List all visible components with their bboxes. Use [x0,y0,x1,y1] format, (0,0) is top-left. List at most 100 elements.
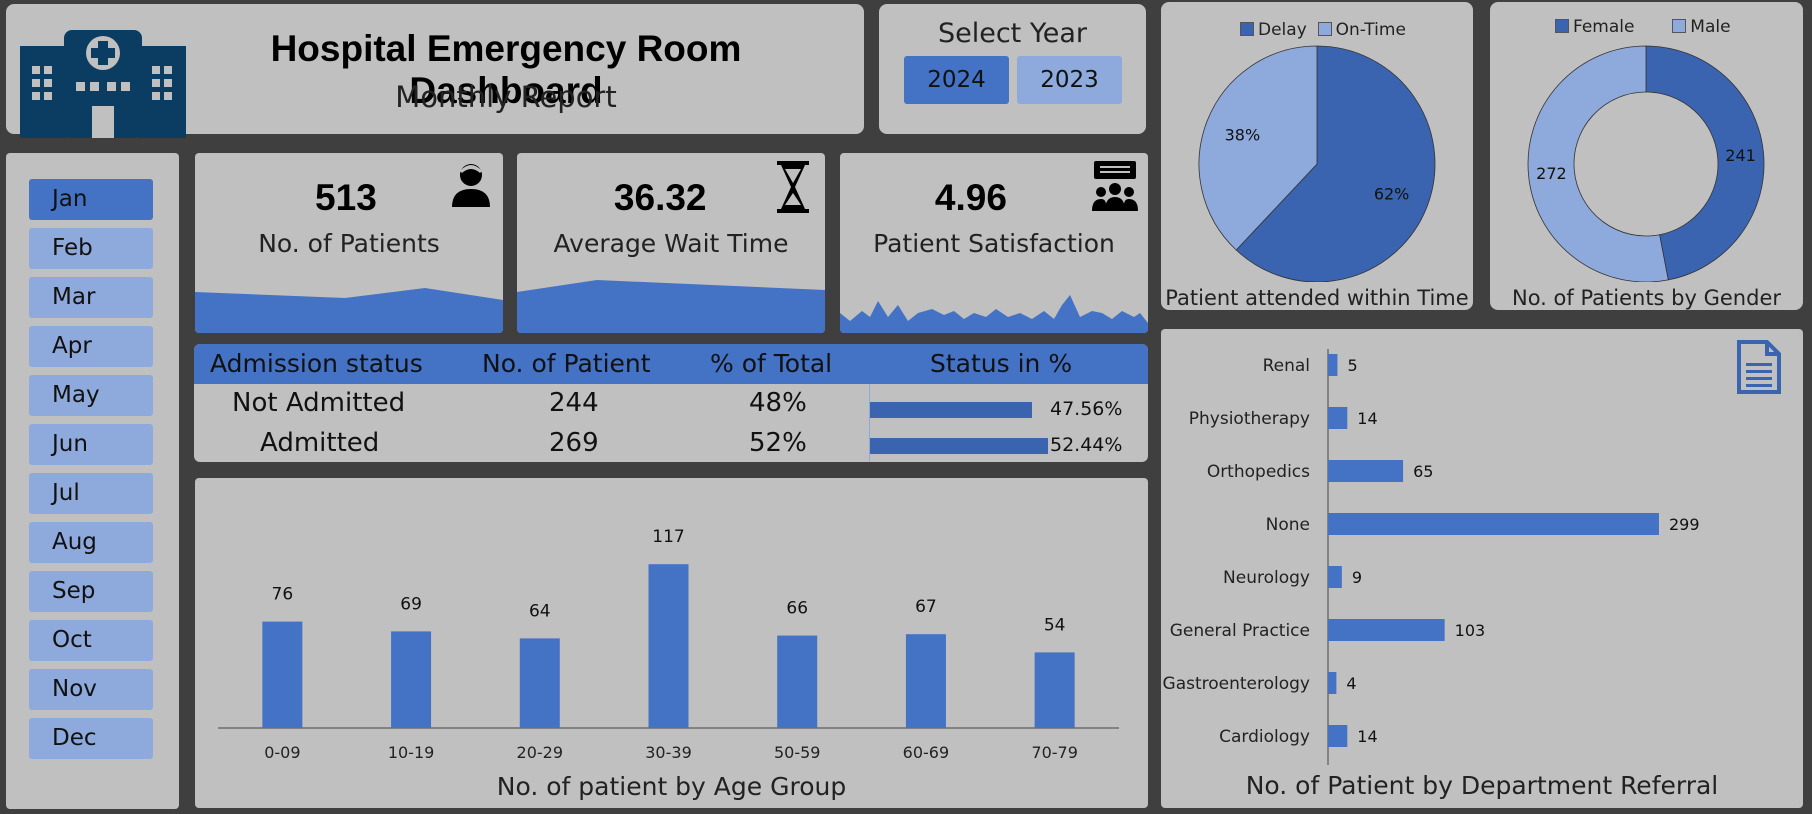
age-tick-label-10-19: 10-19 [388,743,435,762]
kpi-satisfaction-sparkline [840,295,1148,333]
department-value-none: 299 [1669,515,1700,534]
kpi-satisfaction-card: 4.96 Patient Satisfaction [840,153,1148,333]
row-0-pct: 48% [749,388,807,418]
kpi-satisfaction-value: 4.96 [934,177,1007,218]
row-1-databar-label: 52.44% [1050,434,1123,456]
month-button-may[interactable]: May [29,375,153,416]
department-label-physiotherapy: Physiotherapy [1189,409,1310,429]
attended-slice-delay [1235,45,1436,282]
kpi-wait-sparkline [517,280,825,333]
year-button-2024[interactable]: 2024 [904,56,1009,104]
legend-swatch-male [1672,19,1687,33]
department-bar-general-practice [1328,619,1445,641]
department-value-renal: 5 [1347,356,1357,375]
column-header-pct: % of Total [710,349,833,378]
age-group-chart-panel: 76 0-09 69 10-19 64 20-29 117 30-39 66 50-59 67 60-… [195,478,1148,808]
month-button-mar[interactable]: Mar [29,277,153,318]
age-bar-label-60-69: 67 [915,597,937,617]
month-button-aug[interactable]: Aug [29,522,153,563]
legend-label-male: Male [1690,17,1731,37]
department-bar-orthopedics [1328,460,1404,482]
age-bar-50-59 [777,635,818,728]
column-header-count: No. of Patient [482,349,651,378]
age-bar-0-09 [262,621,303,728]
row-1-pct: 52% [749,428,807,458]
kpi-wait-value: 36.32 [613,177,707,218]
header-panel: Hospital Emergency Room Dashboard Monthl… [6,4,864,138]
month-button-feb[interactable]: Feb [29,228,153,269]
month-button-sep[interactable]: Sep [29,571,153,612]
month-button-jul[interactable]: Jul [29,473,153,514]
age-bar-30-39 [648,564,689,728]
age-bar-10-19 [391,631,432,728]
department-label-neurology: Neurology [1223,568,1310,588]
department-bar-neurology [1328,566,1342,588]
age-tick-label-50-59: 50-59 [774,743,821,762]
month-button-jan[interactable]: Jan [29,179,153,220]
row-0-count: 244 [549,388,599,418]
department-value-neurology: 9 [1352,568,1362,587]
gender-label-female: 241 [1725,146,1756,165]
department-label-none: None [1266,515,1310,535]
row-0-status: Not Admitted [232,388,406,418]
department-bar-physiotherapy [1328,407,1348,429]
page-title: Hospital Emergency Room Dashboard [270,28,742,111]
row-1-databar [870,438,1049,454]
department-bar-none [1328,513,1659,535]
gender-legend: Female Male [1555,17,1731,37]
age-chart-title: No. of patient by Age Group [496,772,847,801]
age-bar-label-50-59: 66 [786,599,808,619]
gender-slice-female [1645,45,1765,281]
kpi-patients-sparkline [195,288,503,333]
month-button-dec[interactable]: Dec [29,718,153,759]
databar-axis [869,384,870,462]
department-label-gastroenterology: Gastroenterology [1163,674,1310,694]
department-value-gastroenterology: 4 [1346,674,1356,693]
department-value-physiotherapy: 14 [1357,409,1377,428]
age-bar-label-70-79: 54 [1044,615,1066,635]
month-button-nov[interactable]: Nov [29,669,153,710]
legend-swatch-female [1555,19,1569,33]
legend-label-female: Female [1573,17,1635,37]
attended-slice-on-time [1198,45,1318,251]
kpi-patients-card: 513 No. of Patients [195,153,503,333]
month-slicer: Jan Feb Mar Apr May Jun Jul Aug Sep Oct Nov Dec [6,153,179,809]
age-tick-label-30-39: 30-39 [645,743,692,762]
age-group-chart: 76 0-09 69 10-19 64 20-29 117 30-39 66 50-59 67 60-… [218,527,1119,762]
department-bar-cardiology [1328,725,1348,747]
admission-table: Admission status No. of Patient % of Tot… [194,344,1148,462]
department-value-cardiology: 14 [1357,727,1377,746]
legend-label-ontime: On-Time [1335,20,1406,40]
department-label-general-practice: General Practice [1170,621,1310,641]
age-tick-label-60-69: 60-69 [903,743,950,762]
month-button-jun[interactable]: Jun [29,424,153,465]
attended-label-on-time: 38% [1225,125,1261,144]
year-selector-label: Select Year [937,18,1088,49]
month-button-oct[interactable]: Oct [29,620,153,661]
gender-label-male: 272 [1536,164,1567,183]
kpi-patients-value: 513 [315,177,377,218]
document-icon [1737,340,1781,394]
page-subtitle: Monthly Report [395,80,617,114]
age-bar-label-20-29: 64 [529,601,551,621]
age-bar-label-10-19: 69 [400,594,422,614]
gender-chart-title: No. of Patients by Gender [1511,286,1781,310]
row-0-databar [870,402,1032,418]
age-bar-label-30-39: 117 [652,527,684,547]
department-bar-chart: Renal 5 Physiotherapy 14 Orthopedics 65 None 29… [1163,349,1700,765]
age-bar-60-69 [905,634,946,728]
year-button-2023[interactable]: 2023 [1017,56,1122,104]
month-button-apr[interactable]: Apr [29,326,153,367]
department-label-renal: Renal [1263,356,1310,376]
age-bar-70-79 [1034,652,1075,728]
age-tick-label-0-09: 0-09 [264,743,300,762]
age-tick-label-20-29: 20-29 [517,743,564,762]
department-bar-renal [1328,354,1338,376]
department-bar-gastroenterology [1328,672,1337,694]
legend-swatch-ontime [1317,22,1332,36]
legend-swatch-delay [1240,22,1254,36]
attended-pie-chart: 62% 38% [1198,45,1436,282]
attended-time-chart-panel: Delay On-Time 62% 38% Patient attended wi… [1161,2,1473,310]
audience-icon [1092,161,1138,211]
attended-legend: Delay On-Time [1240,20,1406,40]
